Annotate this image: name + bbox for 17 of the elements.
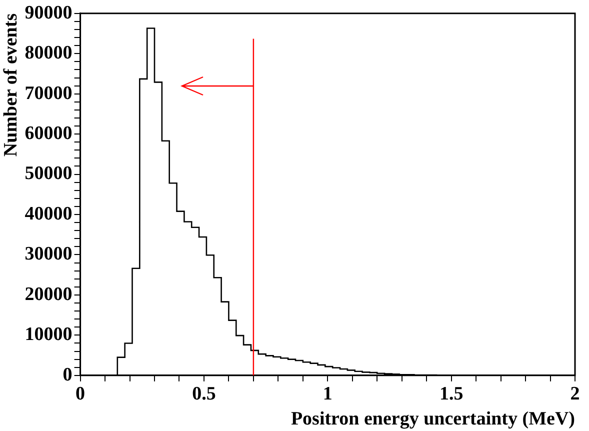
x-tick-label: 0.5 xyxy=(192,384,216,405)
y-tick-label: 20000 xyxy=(24,284,72,305)
x-tick-label: 1 xyxy=(322,384,332,405)
x-axis-title: Positron energy uncertainty (MeV) xyxy=(290,408,575,430)
y-tick-label: 90000 xyxy=(24,2,72,24)
y-tick-label: 10000 xyxy=(24,324,72,346)
x-tick-label: 1.5 xyxy=(439,384,464,405)
x-tick-label: 2 xyxy=(570,384,580,405)
y-tick-label: 50000 xyxy=(24,163,72,184)
y-tick-label: 60000 xyxy=(24,122,72,144)
y-tick-label: 80000 xyxy=(24,42,72,64)
y-axis-title: Number of events xyxy=(0,13,22,157)
y-tick-label: 40000 xyxy=(24,203,72,224)
x-tick-label: 0 xyxy=(76,384,86,405)
y-tick-label: 70000 xyxy=(24,82,72,104)
y-tick-label: 0 xyxy=(62,364,72,386)
y-tick-label: 30000 xyxy=(24,244,72,265)
